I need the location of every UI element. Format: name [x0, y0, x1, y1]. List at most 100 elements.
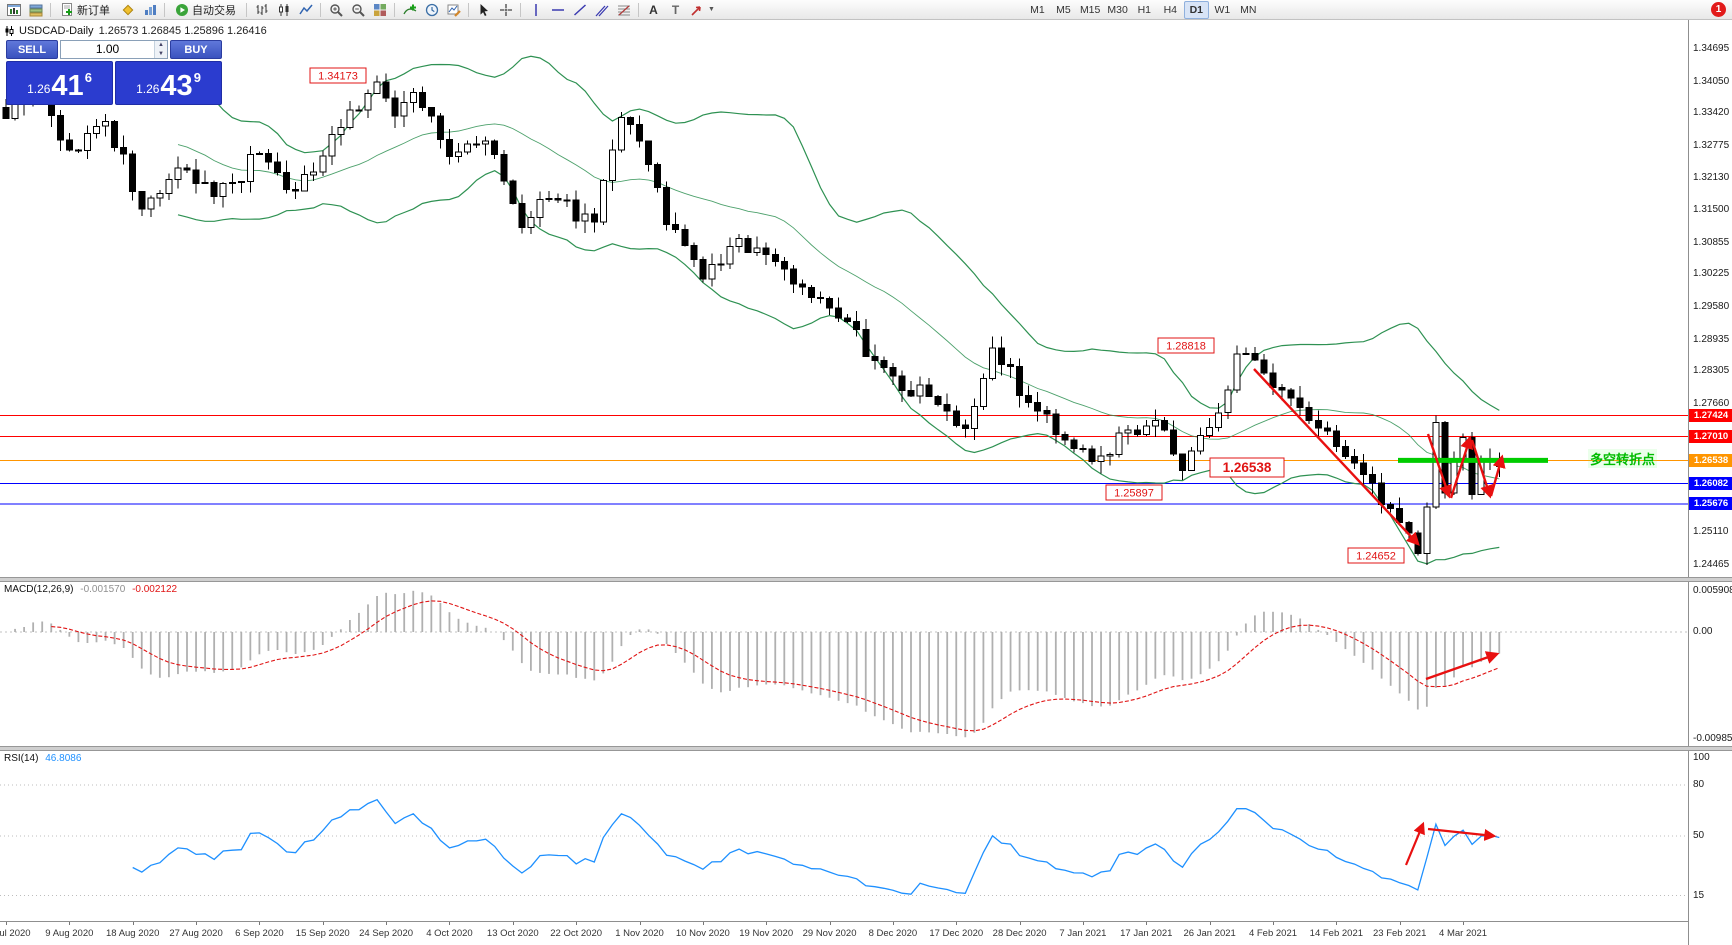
- notification-badge[interactable]: 1: [1711, 2, 1726, 17]
- profiles-button[interactable]: [25, 1, 46, 19]
- templates-button[interactable]: [443, 1, 464, 19]
- time-tick: [196, 922, 198, 925]
- date-label: 19 Nov 2020: [739, 928, 794, 939]
- timeframe-m15-button[interactable]: M15: [1079, 3, 1101, 16]
- volume-up-button[interactable]: ▲: [155, 41, 167, 50]
- date-label: 9 Aug 2020: [45, 928, 94, 939]
- periods-button[interactable]: [421, 1, 442, 19]
- macd-indicator-canvas[interactable]: [0, 582, 1688, 746]
- sell-price-prefix: 1.26: [27, 82, 51, 96]
- price-tick-label: 1.32130: [1693, 172, 1730, 184]
- time-tick: [1273, 922, 1274, 925]
- arrows-tool-button[interactable]: ▼: [687, 1, 718, 19]
- time-tick: [892, 922, 894, 925]
- market-depth-button[interactable]: [139, 1, 160, 19]
- line-chart-button[interactable]: [295, 1, 316, 19]
- window-separator[interactable]: [0, 746, 1732, 751]
- toolbar-separator: [468, 2, 469, 17]
- cursor-button[interactable]: [473, 1, 494, 19]
- sell-price-panel[interactable]: 1.26 41 6: [6, 61, 113, 105]
- timeframe-group: M1 M5 M15 M30 H1 H4 D1 W1 MN: [1025, 0, 1261, 19]
- indicators-button[interactable]: [399, 1, 420, 19]
- time-tick: [1399, 922, 1401, 925]
- date-label: 24 Sep 2020: [359, 928, 414, 939]
- date-label: 10 Nov 2020: [675, 928, 730, 939]
- date-label: 18 Aug 2020: [106, 928, 160, 939]
- time-scale-axis[interactable]: 30 Jul 2020 9 Aug 2020 18 Aug 2020 27 Aug 2…: [0, 921, 1688, 945]
- price-line-tag: 1.26082: [1689, 476, 1732, 490]
- new-chart-button[interactable]: [3, 1, 24, 19]
- sell-button[interactable]: SELL: [6, 40, 58, 59]
- price-tick-label: 1.24465: [1693, 559, 1730, 570]
- timeframe-w1-button[interactable]: W1: [1214, 3, 1231, 16]
- chart-symbol-period: USDCAD-Daily: [19, 25, 94, 37]
- time-tick: [639, 922, 641, 925]
- main-toolbar: 新订单 自动交易 A T ▼ M1 M5 M15 M30 H1 H4 D1 W1 MN 1: [0, 0, 1732, 20]
- timeframe-m5-button[interactable]: M5: [1056, 3, 1071, 16]
- price-tick-label: 1.34695: [1693, 43, 1730, 54]
- metaeditor-button[interactable]: [117, 1, 138, 19]
- autotrading-button[interactable]: 自动交易: [169, 1, 242, 19]
- price-line-tag: 1.27424: [1689, 409, 1732, 423]
- date-label: 1 Nov 2020: [615, 928, 664, 939]
- date-label: 8 Dec 2020: [868, 928, 918, 939]
- time-tick: [1209, 922, 1211, 925]
- text-label-button[interactable]: T: [665, 1, 686, 19]
- arrows-tool-icon: [690, 3, 704, 17]
- fibonacci-button[interactable]: [613, 1, 634, 19]
- timeframe-m1-button[interactable]: M1: [1030, 3, 1045, 16]
- timeframe-mn-button[interactable]: MN: [1240, 3, 1257, 16]
- autotrading-label: 自动交易: [192, 4, 236, 17]
- buy-button[interactable]: BUY: [170, 40, 222, 59]
- channel-icon: [595, 3, 609, 17]
- candle-chart-button[interactable]: [273, 1, 294, 19]
- window-separator[interactable]: [0, 577, 1732, 582]
- rsi-name: RSI(14): [4, 753, 39, 764]
- rsi-indicator-canvas[interactable]: [0, 751, 1688, 921]
- macd-signal-value: -0.002122: [132, 584, 178, 595]
- rsi-value: 46.8086: [45, 753, 82, 764]
- volume-value[interactable]: 1.00: [95, 42, 120, 56]
- timeframe-d1-button[interactable]: D1: [1183, 0, 1209, 19]
- zoom-out-button[interactable]: [347, 1, 368, 19]
- sell-price-sup: 6: [84, 70, 92, 85]
- time-tick: [6, 922, 7, 925]
- vertical-line-button[interactable]: [525, 1, 546, 19]
- timeframe-h4-button[interactable]: H4: [1163, 3, 1178, 16]
- price-scale-axis[interactable]: 1.34695 1.34050 1.33420 1.32775 1.32130 1.315…: [1688, 20, 1732, 945]
- zoom-in-icon: [329, 3, 343, 17]
- chart-ohlc-values: 1.26573 1.26845 1.25896 1.26416: [98, 25, 267, 37]
- timeframe-m30-button[interactable]: M30: [1107, 3, 1128, 16]
- volume-down-button[interactable]: ▼: [155, 49, 167, 58]
- fibonacci-icon: [617, 3, 631, 17]
- crosshair-button[interactable]: [495, 1, 516, 19]
- tile-windows-button[interactable]: [369, 1, 390, 19]
- date-label: 28 Dec 2020: [992, 928, 1047, 939]
- buy-price-panel[interactable]: 1.26 43 9: [115, 61, 222, 105]
- timeframe-h1-button[interactable]: H1: [1137, 3, 1152, 16]
- bar-chart-button[interactable]: [251, 1, 272, 19]
- text-button[interactable]: A: [643, 1, 664, 19]
- toolbar-separator: [394, 2, 395, 17]
- one-click-trading-panel: SELL 1.00 ▲ ▼ BUY 1.26 41 6 1.26 43 9: [6, 40, 222, 105]
- time-tick: [322, 922, 324, 925]
- chart-window-title: USDCAD-Daily 1.26573 1.26845 1.25896 1.2…: [4, 24, 267, 38]
- date-label: 27 Aug 2020: [169, 928, 223, 939]
- main-chart-canvas[interactable]: 1.34173 1.28818 1.26538 1.25897 1.24652: [0, 20, 1688, 577]
- new-order-button[interactable]: 新订单: [55, 1, 116, 19]
- volume-input[interactable]: 1.00 ▲ ▼: [60, 40, 168, 59]
- price-line-tag: 1.27010: [1689, 430, 1732, 444]
- date-label: 4 Mar 2021: [1439, 928, 1488, 939]
- channel-button[interactable]: [591, 1, 612, 19]
- trendline-icon: [573, 3, 587, 17]
- trendline-button[interactable]: [569, 1, 590, 19]
- vertical-line-icon: [529, 3, 543, 17]
- zoom-in-button[interactable]: [325, 1, 346, 19]
- volume-spinner: ▲ ▼: [154, 41, 167, 58]
- date-label: 6 Sep 2020: [235, 928, 284, 939]
- date-label: 17 Jan 2021: [1120, 928, 1173, 939]
- crosshair-icon: [499, 3, 513, 17]
- horizontal-line-button[interactable]: [547, 1, 568, 19]
